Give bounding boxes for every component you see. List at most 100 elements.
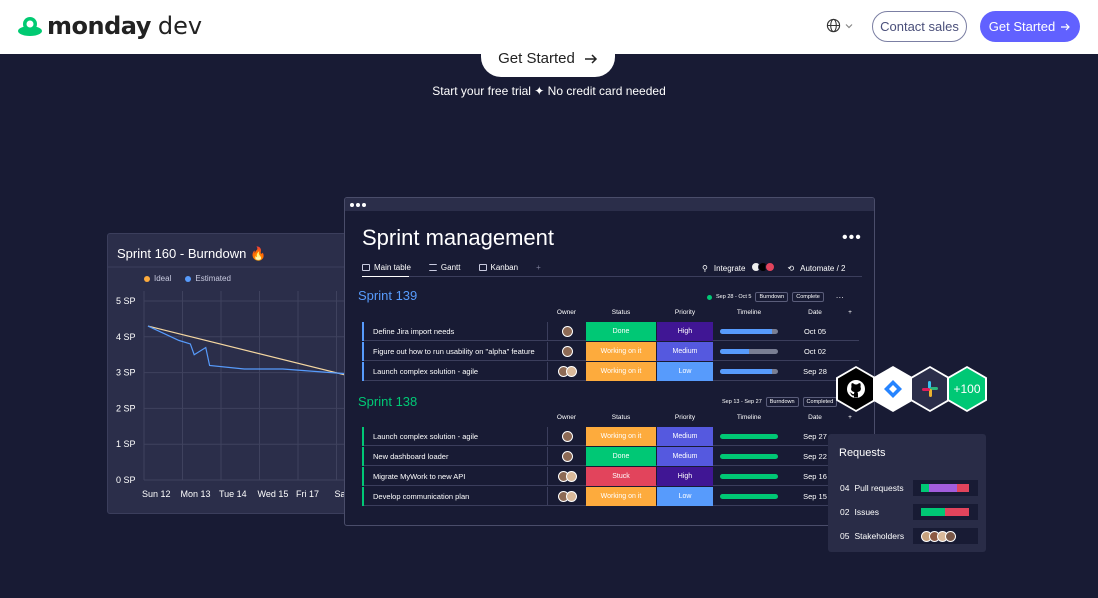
slack-integration[interactable] xyxy=(910,366,950,412)
owner-cell[interactable] xyxy=(547,362,586,381)
status-cell[interactable]: Working on it xyxy=(586,342,656,361)
priority-cell[interactable]: Low xyxy=(657,362,713,381)
table-row[interactable]: Launch complex solution - agile Working o… xyxy=(362,427,859,446)
priority-cell[interactable]: High xyxy=(657,322,713,341)
status-cell[interactable]: Done xyxy=(586,447,656,466)
status-cell[interactable]: Working on it xyxy=(586,362,656,381)
priority-cell[interactable]: Low xyxy=(657,487,713,506)
logo-mark-icon xyxy=(18,17,42,36)
task-name[interactable]: New dashboard loader xyxy=(373,452,449,461)
hero-get-started-button[interactable]: Get Started xyxy=(481,40,615,77)
table-row[interactable]: New dashboard loader Done Medium Sep 22 xyxy=(362,447,859,466)
status-cell[interactable]: Stuck xyxy=(586,467,656,486)
date-cell[interactable]: Sep 16 xyxy=(803,472,827,481)
priority-cell[interactable]: Medium xyxy=(657,447,713,466)
priority-cell[interactable]: Medium xyxy=(657,342,713,361)
priority-cell[interactable]: Medium xyxy=(657,427,713,446)
column-header-add[interactable]: + xyxy=(848,414,852,421)
complete-tag[interactable]: Complete xyxy=(792,292,824,302)
integrate-button[interactable]: Integrate xyxy=(713,263,746,273)
task-name[interactable]: Figure out how to run usability on "alph… xyxy=(373,347,535,356)
request-row-pull-requests[interactable]: 04 Pull requests xyxy=(840,480,978,496)
stakeholder-avatars xyxy=(913,528,978,544)
avatar xyxy=(561,451,573,462)
github-integration[interactable] xyxy=(836,366,876,412)
column-header-priority: Priority xyxy=(674,309,696,316)
date-cell[interactable]: Oct 05 xyxy=(803,327,827,336)
group-color-bar xyxy=(362,427,364,446)
requests-title: Requests xyxy=(839,447,886,459)
timeline-bar[interactable] xyxy=(720,474,778,479)
timeline-bar[interactable] xyxy=(720,434,778,439)
tab-main-table[interactable]: Main table xyxy=(362,263,411,272)
request-count: 02 xyxy=(840,507,850,517)
burndown-tag[interactable]: Burndown xyxy=(755,292,789,302)
more-integrations[interactable]: +100 xyxy=(947,366,987,412)
timeline-fill xyxy=(720,369,773,374)
requests-card: Requests 04 Pull requests 02 Issues 05 S… xyxy=(828,434,986,552)
contact-sales-label: Contact sales xyxy=(880,19,959,34)
timeline-bar[interactable] xyxy=(720,349,778,354)
date-cell[interactable]: Sep 15 xyxy=(803,492,827,501)
status-cell[interactable]: Done xyxy=(586,322,656,341)
more-options-icon[interactable]: ••• xyxy=(842,229,862,246)
owner-cell[interactable] xyxy=(547,467,586,486)
language-selector[interactable] xyxy=(826,18,853,33)
add-view-button[interactable]: + xyxy=(536,263,541,272)
owner-cell[interactable] xyxy=(547,342,586,361)
tab-label: Main table xyxy=(374,263,411,272)
timeline-bar[interactable] xyxy=(720,369,778,374)
issues-bar xyxy=(913,504,978,520)
kanban-icon xyxy=(478,264,487,271)
priority-cell[interactable]: High xyxy=(657,467,713,486)
group-title-sprint-139[interactable]: Sprint 139 xyxy=(358,288,418,303)
owner-cell[interactable] xyxy=(547,487,586,506)
owner-cell[interactable] xyxy=(547,447,586,466)
date-cell[interactable]: Sep 27 xyxy=(803,432,827,441)
timeline-bar[interactable] xyxy=(720,494,778,499)
table-row[interactable]: Develop communication plan Working on it L… xyxy=(362,487,859,506)
board-toolbar: ⚲ Integrate ⟲ Automate / 2 xyxy=(702,262,846,274)
arrow-right-icon xyxy=(1061,23,1071,30)
timeline-fill xyxy=(720,494,778,499)
date-cell[interactable]: Sep 22 xyxy=(803,452,827,461)
get-started-button[interactable]: Get Started xyxy=(980,11,1080,42)
window-dot-icon xyxy=(362,203,366,207)
date-cell[interactable]: Oct 02 xyxy=(803,347,827,356)
request-row-issues[interactable]: 02 Issues xyxy=(840,504,978,520)
task-name[interactable]: Develop communication plan xyxy=(373,492,470,501)
owner-cell[interactable] xyxy=(547,427,586,446)
task-name[interactable]: Launch complex solution - agile xyxy=(373,367,479,376)
task-name[interactable]: Launch complex solution - agile xyxy=(373,432,479,441)
request-row-stakeholders[interactable]: 05 Stakeholders xyxy=(840,528,978,544)
owner-cell[interactable] xyxy=(547,322,586,341)
timeline-bar[interactable] xyxy=(720,454,778,459)
request-label: Stakeholders xyxy=(854,531,905,541)
status-cell[interactable]: Working on it xyxy=(586,487,656,506)
timeline-bar[interactable] xyxy=(720,329,778,334)
burndown-tag[interactable]: Burndown xyxy=(765,397,799,407)
board-tabs: Main table Gantt Kanban + xyxy=(362,263,559,272)
complete-tag[interactable]: Completed xyxy=(802,397,838,407)
table-row[interactable]: Launch complex solution - agile Working o… xyxy=(362,362,859,381)
task-name[interactable]: Migrate MyWork to new API xyxy=(373,472,466,481)
tab-kanban[interactable]: Kanban xyxy=(478,263,518,272)
table-row[interactable]: Define Jira import needs Done High Oct 05 xyxy=(362,322,859,341)
contact-sales-button[interactable]: Contact sales xyxy=(872,11,967,42)
group-range: Sep 28 - Oct 5 xyxy=(716,294,752,300)
task-name[interactable]: Define Jira import needs xyxy=(373,327,455,336)
monday-dev-logo[interactable]: monday dev xyxy=(17,12,202,40)
group-color-bar xyxy=(362,362,364,381)
group-title-sprint-138[interactable]: Sprint 138 xyxy=(358,394,418,409)
timeline-fill xyxy=(720,349,749,354)
column-header-add[interactable]: + xyxy=(848,309,852,316)
tab-gantt[interactable]: Gantt xyxy=(428,263,461,272)
jira-integration[interactable] xyxy=(873,366,913,412)
automate-button[interactable]: Automate / 2 xyxy=(800,263,846,273)
date-cell[interactable]: Sep 28 xyxy=(803,367,827,376)
status-cell[interactable]: Working on it xyxy=(586,427,656,446)
bar-segment xyxy=(921,484,929,492)
table-row[interactable]: Figure out how to run usability on "alph… xyxy=(362,342,859,361)
group-more-icon[interactable]: ··· xyxy=(835,292,844,302)
table-row[interactable]: Migrate MyWork to new API Stuck High Sep 16 xyxy=(362,467,859,486)
